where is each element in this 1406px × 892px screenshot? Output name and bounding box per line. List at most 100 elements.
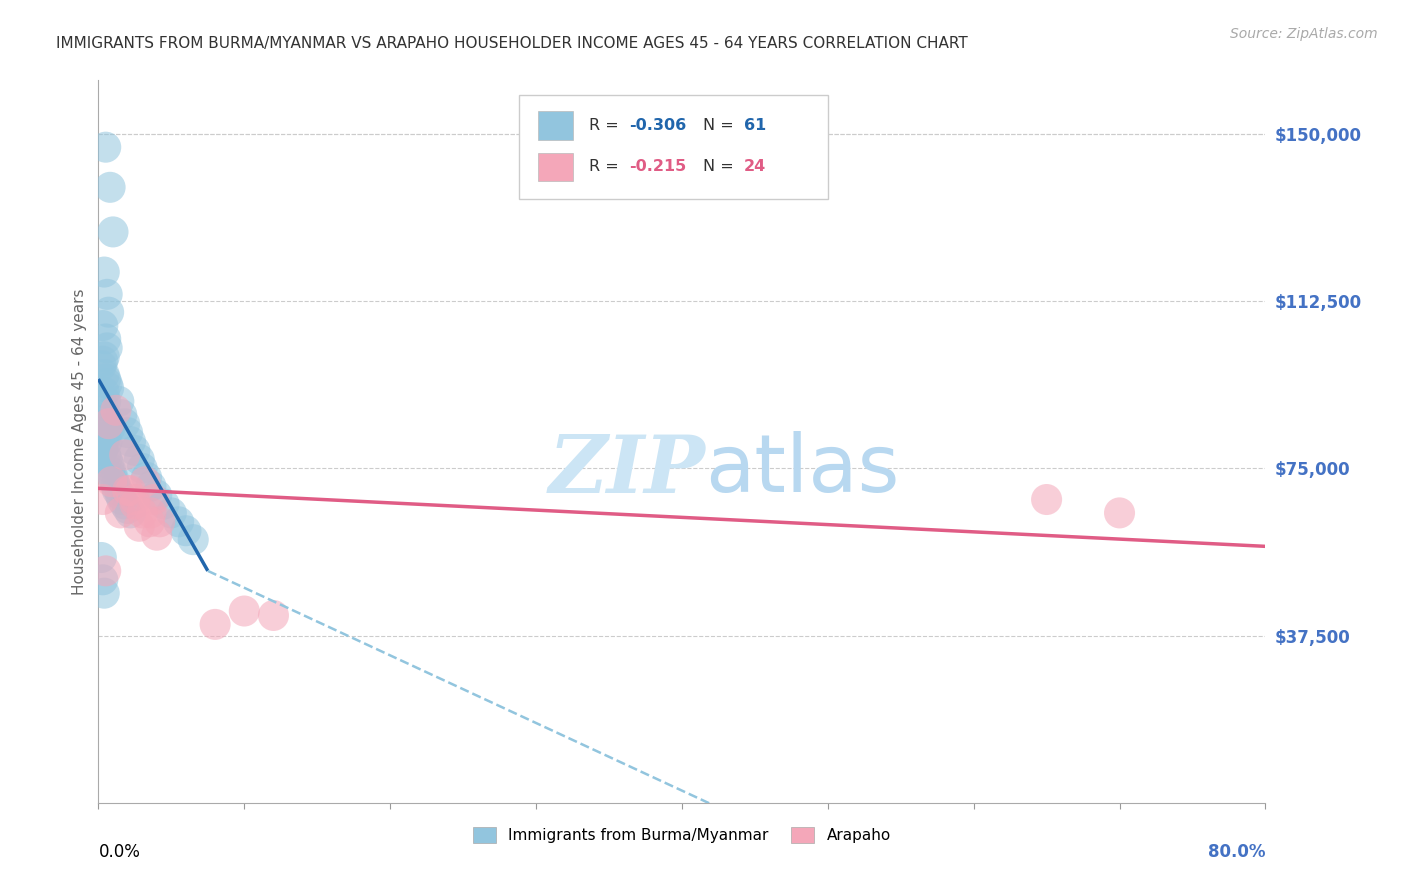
Point — [94, 564, 117, 578]
Point — [97, 381, 120, 395]
Point — [91, 573, 114, 587]
Point — [91, 318, 114, 333]
Text: N =: N = — [703, 119, 738, 133]
Point — [139, 506, 162, 520]
Point — [93, 265, 115, 279]
Point — [111, 492, 134, 507]
Text: -0.215: -0.215 — [630, 160, 686, 175]
Point — [124, 492, 146, 507]
Point — [262, 608, 284, 623]
Point — [97, 457, 120, 471]
Point — [93, 439, 115, 453]
Point — [142, 492, 165, 507]
Point — [114, 448, 136, 462]
Text: 0.0%: 0.0% — [98, 843, 141, 861]
Point — [96, 452, 118, 467]
Point — [93, 385, 115, 400]
Point — [120, 506, 142, 520]
Point — [134, 475, 156, 489]
Point — [91, 443, 114, 458]
Point — [97, 417, 120, 431]
Point — [167, 515, 190, 529]
Point — [1035, 492, 1057, 507]
FancyBboxPatch shape — [538, 112, 574, 140]
Point — [124, 443, 146, 458]
Point — [100, 475, 122, 489]
Point — [120, 483, 142, 498]
Point — [93, 425, 115, 440]
Point — [98, 421, 121, 435]
Point — [96, 287, 118, 301]
Point — [117, 483, 139, 498]
Point — [146, 488, 169, 502]
Text: 61: 61 — [744, 119, 766, 133]
Text: -0.306: -0.306 — [630, 119, 686, 133]
Point — [91, 492, 114, 507]
Point — [94, 332, 117, 346]
Point — [114, 497, 136, 511]
Point — [128, 452, 150, 467]
Point — [124, 497, 146, 511]
Point — [100, 466, 122, 480]
Text: R =: R = — [589, 160, 623, 175]
Point — [110, 506, 132, 520]
Point — [138, 515, 160, 529]
Point — [96, 412, 118, 426]
Point — [94, 430, 117, 444]
Point — [90, 359, 112, 373]
Point — [153, 497, 176, 511]
Point — [93, 350, 115, 364]
Point — [117, 425, 139, 440]
Legend: Immigrants from Burma/Myanmar, Arapaho: Immigrants from Burma/Myanmar, Arapaho — [467, 822, 897, 849]
Text: 24: 24 — [744, 160, 766, 175]
Point — [120, 434, 142, 449]
FancyBboxPatch shape — [519, 95, 828, 200]
Point — [146, 528, 169, 542]
Point — [94, 372, 117, 386]
Point — [91, 354, 114, 368]
Point — [117, 501, 139, 516]
Point — [128, 519, 150, 533]
Point — [94, 408, 117, 422]
Point — [94, 448, 117, 462]
Point — [93, 368, 115, 382]
Point — [131, 506, 153, 520]
Point — [101, 470, 124, 484]
Point — [94, 140, 117, 154]
Point — [139, 479, 162, 493]
Point — [104, 479, 127, 493]
Point — [93, 586, 115, 600]
Point — [114, 417, 136, 431]
Text: IMMIGRANTS FROM BURMA/MYANMAR VS ARAPAHO HOUSEHOLDER INCOME AGES 45 - 64 YEARS C: IMMIGRANTS FROM BURMA/MYANMAR VS ARAPAHO… — [56, 36, 967, 51]
Text: N =: N = — [703, 160, 738, 175]
Point — [135, 470, 157, 484]
Point — [204, 617, 226, 632]
Point — [96, 376, 118, 391]
Point — [90, 550, 112, 565]
Point — [108, 394, 131, 409]
Point — [91, 399, 114, 413]
Point — [131, 461, 153, 475]
Point — [181, 533, 204, 547]
Point — [233, 604, 256, 618]
Y-axis label: Householder Income Ages 45 - 64 years: Householder Income Ages 45 - 64 years — [72, 288, 87, 595]
Point — [174, 524, 197, 538]
Point — [96, 434, 118, 449]
Text: ZIP: ZIP — [548, 432, 706, 509]
Point — [111, 408, 134, 422]
Point — [97, 417, 120, 431]
Point — [98, 461, 121, 475]
FancyBboxPatch shape — [538, 153, 574, 181]
Text: 80.0%: 80.0% — [1208, 843, 1265, 861]
Point — [160, 506, 183, 520]
Point — [97, 305, 120, 319]
Text: R =: R = — [589, 119, 623, 133]
Point — [96, 341, 118, 355]
Point — [110, 488, 132, 502]
Point — [94, 394, 117, 409]
Point — [98, 180, 121, 194]
Text: Source: ZipAtlas.com: Source: ZipAtlas.com — [1230, 27, 1378, 41]
Point — [149, 515, 172, 529]
Point — [101, 225, 124, 239]
Point — [1108, 506, 1130, 520]
